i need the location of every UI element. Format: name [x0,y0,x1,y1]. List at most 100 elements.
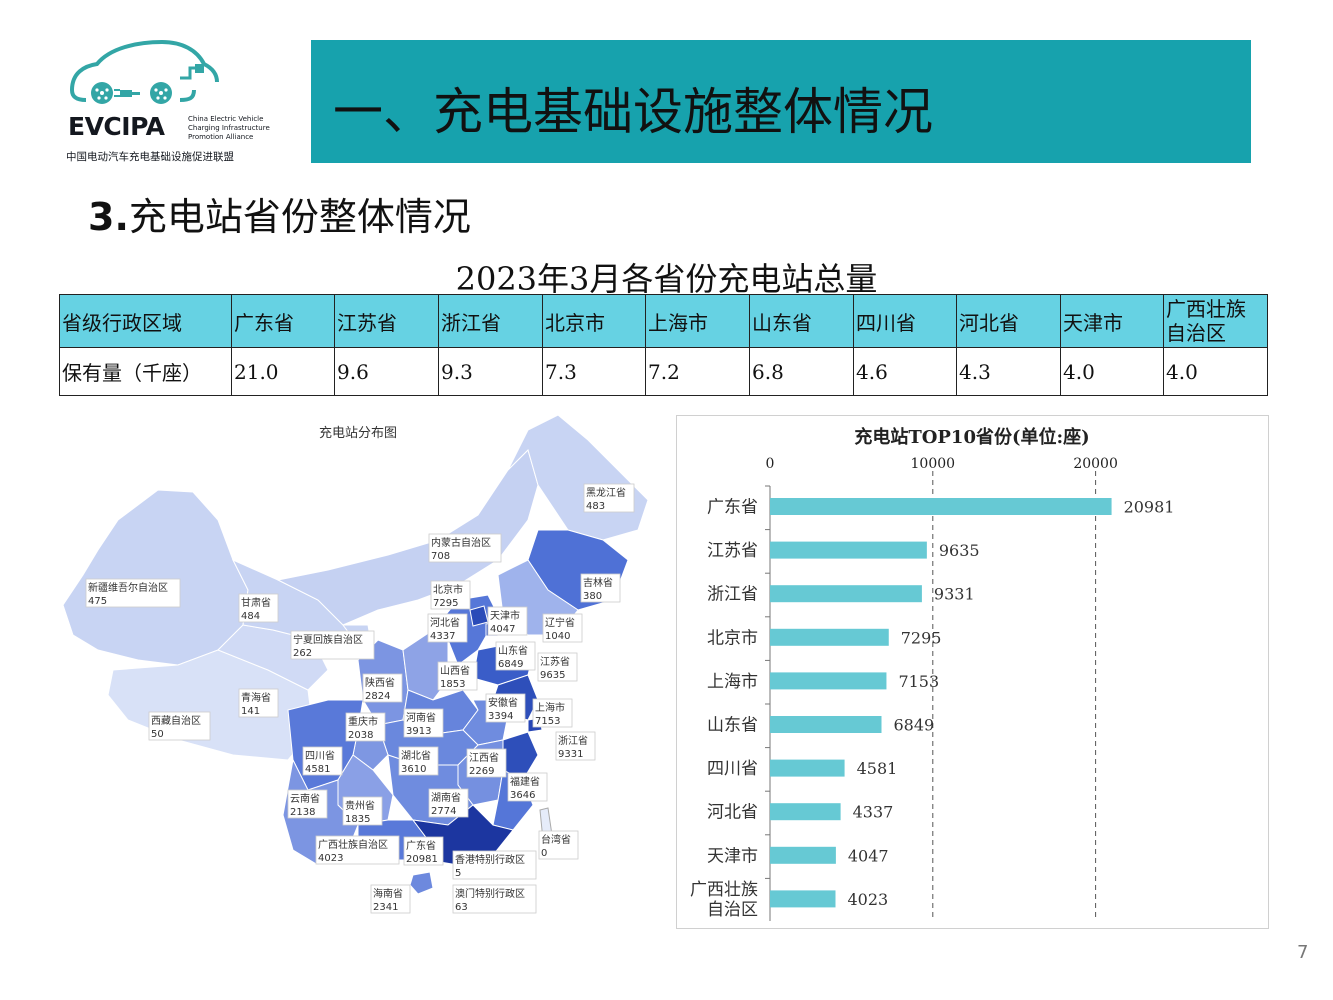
category-label: 江苏省 [707,541,758,561]
map-label-box [85,578,181,608]
map-province-label: 吉林省 380 [580,573,621,603]
map-label-name: 湖南省 [431,791,461,804]
category-label: 山东省 [707,716,758,736]
province-stats-table: 省级行政区域 广东省 江苏省 浙江省 北京市 上海市 山东省 四川省 河北省 天… [59,294,1268,396]
logo-subtitle-line: China Electric Vehicle [188,115,264,123]
map-label-box [302,746,343,776]
category-label: 河北省 [707,803,758,823]
map-label-value: 3646 [510,790,535,801]
map-province-label: 宁夏回族自治区 262 [290,630,375,660]
map-label-name: 江西省 [469,751,499,764]
map-label-box [398,746,439,776]
map-province-label: 广东省 20981 [403,836,444,866]
table-header-cell: 广东省 [231,294,335,348]
map-title: 充电站分布图 [318,426,397,441]
car-plug-logo-icon [70,39,219,104]
map-label-value: 3913 [406,726,431,737]
map-label-value: 2824 [365,691,390,702]
map-label-box [437,661,478,691]
map-label-box [342,796,383,826]
bar [770,759,845,777]
map-label-name: 甘肃省 [241,596,271,609]
table-cell: 9.3 [438,347,543,396]
map-province-label: 台湾省 0 [538,830,579,860]
map-province-label: 澳门特别行政区 63 [452,884,537,914]
map-label-value: 2038 [348,730,373,741]
map-label-name: 新疆维吾尔自治区 [88,581,168,594]
map-label-box [555,731,596,761]
bar [770,585,922,603]
x-tick-label: 20000 [1073,456,1118,472]
china-map-panel: 黑龙江省 483 内蒙古自治区 708 吉林省 380 新疆维吾尔自治区 475 甘肃省 484 北… [58,410,668,935]
table-header-cell: 省级行政区域 [59,294,232,348]
bar-data-label: 7153 [898,672,939,691]
table-cell: 4.0 [1060,347,1164,396]
map-province-label: 河南省 3913 [403,708,444,738]
table-header-cell: 上海市 [645,294,750,348]
map-label-box [403,708,444,738]
bar [770,498,1112,515]
map-label-box [487,606,528,636]
map-label-box [495,641,536,671]
logo-subtitle: China Electric Vehicle Charging Infrastr… [188,115,283,142]
map-province-label: 云南省 2138 [287,789,328,819]
map-label-value: 2774 [431,806,456,817]
map-label-box [538,830,579,860]
map-label-value: 1853 [440,679,465,690]
map-label-name: 江苏省 [540,655,570,668]
map-label-box [428,788,469,818]
map-label-box [583,483,635,513]
map-label-box [537,652,578,682]
map-province-label: 湖南省 2774 [428,788,469,818]
map-label-box [287,789,328,819]
map-province-label: 西藏自治区 50 [148,711,211,741]
region-xinjiang [62,489,249,666]
table-row-label: 保有量（千座） [59,347,232,396]
map-label-name: 上海市 [535,701,565,714]
map-province-label: 辽宁省 1040 [542,613,583,643]
map-label-value: 2269 [469,766,494,777]
section-heading: 3.充电站省份整体情况 [88,186,471,241]
map-label-value: 4337 [430,631,455,642]
map-label-value: 4023 [318,853,343,864]
section-title: 充电站省份整体情况 [128,195,471,239]
map-province-label: 江苏省 9635 [537,652,578,682]
map-province-label: 新疆维吾尔自治区 475 [85,578,181,608]
map-label-name: 黑龙江省 [586,486,626,499]
map-label-value: 483 [586,501,605,512]
map-label-box [485,693,526,723]
map-label-value: 708 [431,551,450,562]
map-label-name: 澳门特别行政区 [455,887,525,900]
bar-data-label: 4337 [853,803,894,822]
map-label-name: 吉林省 [583,576,613,589]
map-label-value: 0 [541,848,547,859]
map-label-value: 2341 [373,902,398,913]
map-label-box [290,630,375,660]
table-cell: 7.3 [542,347,646,396]
map-label-box [507,772,548,802]
map-label-box [370,884,411,914]
map-label-box [532,698,573,728]
map-label-box [403,836,444,866]
map-province-label: 甘肃省 484 [238,593,279,623]
map-label-name: 河北省 [430,616,460,629]
map-label-value: 4581 [305,764,330,775]
chart-title: 充电站TOP10省份(单位:座) [854,426,1089,448]
map-province-label: 江西省 2269 [466,748,507,778]
map-label-value: 380 [583,591,602,602]
table-header-cell: 天津市 [1060,294,1164,348]
bar-data-label: 4047 [848,846,889,865]
bar [770,716,882,733]
logo-chinese-name: 中国电动汽车充电基础设施促进联盟 [66,151,234,163]
category-label: 广东省 [707,498,758,518]
category-label: 北京市 [707,628,758,648]
map-label-name: 河南省 [406,711,436,724]
map-label-name: 贵州省 [345,799,375,812]
table-cell: 7.2 [645,347,750,396]
map-label-value: 1835 [345,814,370,825]
map-label-value: 63 [455,902,468,913]
map-label-name: 山西省 [440,664,470,677]
map-label-name: 福建省 [510,775,540,788]
bar-data-label: 4581 [857,759,898,778]
map-province-label: 四川省 4581 [302,746,343,776]
